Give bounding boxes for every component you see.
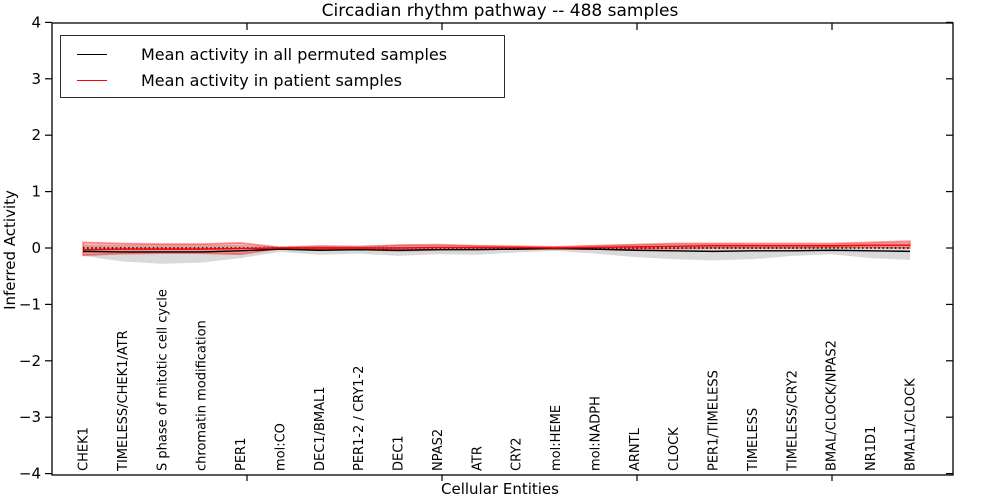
x-category-label: TIMELESS <box>746 408 761 472</box>
axes-frame <box>51 22 954 476</box>
chart-title: Circadian rhythm pathway -- 488 samples <box>321 1 679 21</box>
legend: Mean activity in all permuted samples Me… <box>60 35 505 98</box>
y-tick-label: 2 <box>31 126 41 144</box>
y-tick-label: −3 <box>19 408 41 426</box>
x-category-label: TIMELESS/CHEK1/ATR <box>116 330 131 472</box>
x-category-label: CRY2 <box>510 438 525 472</box>
y-tick-label: −2 <box>19 352 41 370</box>
x-category-label: ARNTL <box>628 427 643 471</box>
y-tick-label: −1 <box>19 295 41 313</box>
x-category-label: S phase of mitotic cell cycle <box>155 289 170 471</box>
x-category-label: chromatin modification <box>195 320 210 471</box>
x-category-label: PER1-2 / CRY1-2 <box>352 366 367 471</box>
x-category-label: BMAL/CLOCK/NPAS2 <box>825 340 840 471</box>
x-category-label: CHEK1 <box>77 427 92 471</box>
x-category-label: mol:NADPH <box>588 396 603 471</box>
y-tick-label: 4 <box>31 13 41 31</box>
x-category-label: PER1 <box>234 438 249 471</box>
y-tick-label: −4 <box>19 465 41 483</box>
patient-line-swatch <box>77 79 107 81</box>
x-category-label: NR1D1 <box>864 426 879 471</box>
x-category-label: BMAL1/CLOCK <box>904 378 919 471</box>
x-category-label: mol:CO <box>273 423 288 471</box>
x-category-label: DEC1 <box>392 435 407 471</box>
x-category-label: ATR <box>470 446 485 471</box>
x-category-label: CLOCK <box>667 427 682 471</box>
patient-mean-line <box>82 244 910 251</box>
x-category-label: NPAS2 <box>431 429 446 471</box>
x-category-label: mol:HEME <box>549 405 564 471</box>
legend-entry: Mean activity in patient samples <box>61 67 504 93</box>
x-axis-label: Cellular Entities <box>441 480 559 498</box>
x-category-label: DEC1/BMAL1 <box>313 387 328 472</box>
legend-entry: Mean activity in all permuted samples <box>61 41 504 67</box>
permuted-line-swatch <box>77 53 107 55</box>
permuted-mean-line <box>82 247 911 253</box>
legend-label: Mean activity in patient samples <box>141 70 402 90</box>
x-category-label: TIMELESS/CRY2 <box>785 370 800 472</box>
y-tick-label: 3 <box>31 70 41 88</box>
y-tick-label: 1 <box>31 183 41 201</box>
y-tick-label: 0 <box>31 239 41 257</box>
x-category-label: PER1/TIMELESS <box>707 370 722 471</box>
legend-label: Mean activity in all permuted samples <box>141 44 448 64</box>
